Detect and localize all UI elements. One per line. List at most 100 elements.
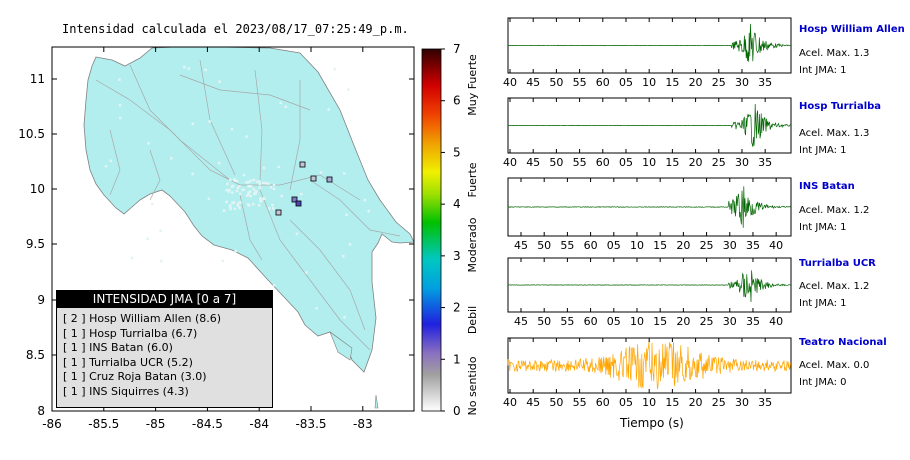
time-tick-label: 50 [549,396,563,409]
town-marker [254,192,257,195]
time-tick-label: 40 [503,156,517,169]
station-info: Acel. Max. 1.3 Int JMA: 1 [799,45,869,79]
town-marker [228,204,232,207]
town-marker [221,259,224,262]
colorbar-intensity-label: Fuerte [466,162,479,197]
colorbar-tick-label: 0 [453,404,461,418]
town-marker [279,101,282,105]
town-marker [272,283,276,287]
town-marker [277,165,281,169]
time-tick-label: 20 [689,76,703,89]
waveform-panel: 40 45 50 55 60 05 10 15 20 25 30 35 [503,17,792,89]
time-tick-label: 60 [584,239,598,252]
time-tick-label: 55 [560,315,574,328]
town-marker [241,188,244,192]
time-tick-label: 50 [537,315,551,328]
town-marker [249,194,253,198]
town-marker [229,178,232,182]
lon-tick-label: -83.5 [295,417,326,431]
town-marker [146,237,149,241]
time-tick-label: 05 [607,315,621,328]
legend-item: [ 1 ] Cruz Roja Batan (3.0) [63,370,207,383]
station-name: INS Batan [799,181,855,192]
road-network [95,59,401,351]
station-marker [295,200,302,207]
map-axes: -86 -85.5 -85 -84.5 -84 -83.5 -83 11 10.5 10 9.5 9 8… [18,47,414,431]
town-marker [248,190,252,193]
lon-tick-label: -84.5 [192,417,223,431]
time-tick-label: 20 [689,396,703,409]
town-marker [235,179,239,183]
town-marker [222,209,226,212]
town-marker [236,202,239,206]
town-marker [236,186,240,190]
time-tick-label: 45 [514,315,528,328]
waveform-panel: 40 45 50 55 60 05 10 15 20 25 30 35 [503,337,792,409]
town-marker [104,165,108,168]
town-marker [225,188,228,192]
time-tick-label: 30 [723,315,737,328]
legend-item: [ 1 ] INS Batan (6.0) [63,341,173,354]
time-tick-label: 45 [514,239,528,252]
town-marker [343,172,346,175]
town-marker [247,191,251,194]
town-marker [187,67,191,70]
town-marker [218,161,221,165]
town-marker [333,67,336,71]
town-marker [252,178,256,182]
town-marker [242,188,246,192]
time-tick-label: 25 [700,315,714,328]
station-info: Acel. Max. 1.2 Int JMA: 1 [799,278,869,312]
town-marker [267,207,271,210]
town-marker [238,192,242,196]
time-tick-label: 30 [735,76,749,89]
town-marker [236,204,240,208]
time-tick-label: 15 [665,76,679,89]
station-accel: Acel. Max. 1.2 [799,205,870,216]
time-tick-label: 50 [537,239,551,252]
waveform-panels: 40 45 50 55 60 05 10 15 20 25 30 35 40 45 50 55 60 05 10 15… [503,17,792,409]
station-marker [275,209,282,216]
lon-tick-label: -85 [146,417,166,431]
colorbar-ticks: 0 1 2 3 4 5 6 7 [441,42,461,418]
lat-tick-label: 10.5 [18,127,45,141]
legend-item: [ 1 ] Hosp Turrialba (6.7) [63,326,198,340]
colorbar-tick-label: 3 [453,249,461,263]
lon-tick-label: -84 [249,417,269,431]
town-marker [315,306,318,310]
station-info: Acel. Max. 1.3 Int JMA: 1 [799,125,869,159]
town-marker [232,201,236,204]
station-info: Acel. Max. 0.0 Int JMA: 0 [799,357,869,391]
town-marker [264,182,268,185]
town-marker [235,189,239,193]
station-marker [310,175,317,182]
colorbar-intensity-label: Muy Fuerte [466,54,479,116]
time-tick-label: 30 [723,239,737,252]
town-marker [228,188,231,192]
town-marker [300,192,303,196]
time-tick-label: 25 [700,239,714,252]
time-tick-label: 40 [503,76,517,89]
lat-tick-label: 10 [30,182,45,196]
town-marker [247,180,251,184]
town-marker [191,122,195,126]
legend-item: [ 1 ] Turrialba UCR (5.2) [63,355,193,369]
station-accel: Acel. Max. 1.3 [799,48,870,59]
lon-tick-label: -85.5 [88,417,119,431]
time-tick-label: 35 [746,239,760,252]
station-name: Turrialba UCR [799,258,876,269]
time-tick-label: 15 [665,396,679,409]
town-marker [231,184,235,188]
time-tick-label: 35 [746,315,760,328]
time-tick-label: 20 [676,239,690,252]
time-tick-label: 40 [769,239,783,252]
colorbar-tick-label: 1 [453,352,461,366]
time-tick-label: 55 [560,239,574,252]
time-tick-label: 50 [549,156,563,169]
town-marker [269,185,273,189]
lat-tick-label: 11 [30,72,45,86]
legend-item: [ 2 ] Hosp William Allen (8.6) [63,312,222,325]
time-tick-label: 25 [712,76,726,89]
town-marker [343,315,346,319]
time-tick-label: 10 [642,396,656,409]
